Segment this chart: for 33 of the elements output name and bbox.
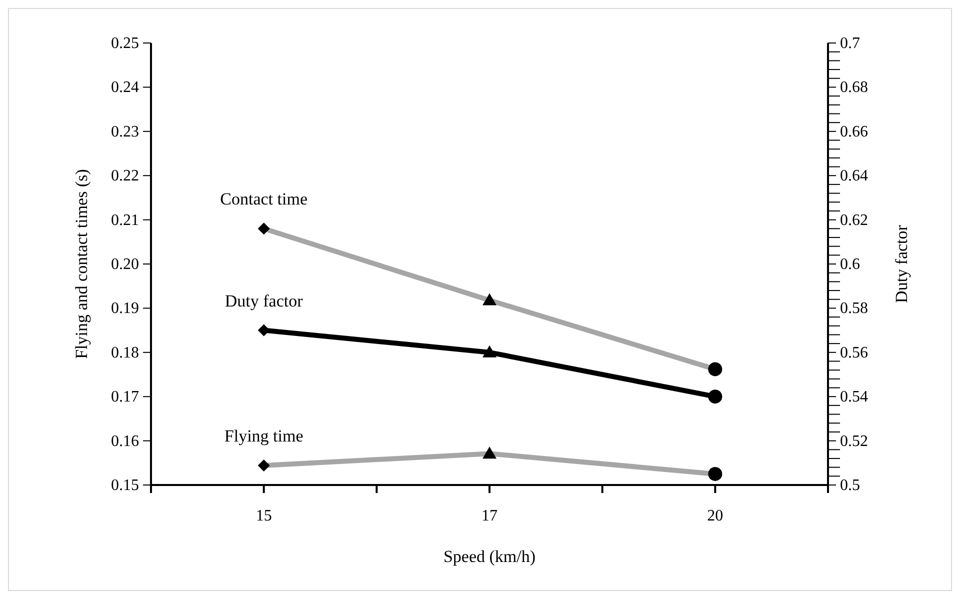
y-axis-title: Flying and contact times (s) (72, 169, 92, 359)
point (482, 345, 496, 358)
y-tick-label: 0.22 (111, 168, 139, 185)
y-tick-label: 0.20 (111, 256, 139, 273)
y-tick-label: 0.24 (111, 79, 139, 96)
x-tick-label: 15 (256, 507, 272, 524)
y2-tick-label: 0.66 (840, 123, 868, 140)
y2-axis-title: Duty factor (892, 224, 912, 303)
y-tick-label: 0.25 (111, 35, 139, 52)
y2-tick-label: 0.64 (840, 168, 868, 185)
y2-tick-label: 0.6 (840, 256, 860, 273)
y2-tick-label: 0.7 (840, 35, 860, 52)
x-tick-label: 20 (707, 507, 724, 524)
y-tick-label: 0.21 (111, 212, 139, 229)
y-tick-label: 0.23 (111, 123, 139, 140)
point (708, 390, 722, 404)
series-label: Duty factor (224, 291, 304, 310)
y2-tick-label: 0.62 (840, 212, 868, 229)
series-label: Flying time (224, 426, 304, 446)
y-tick-label: 0.19 (111, 300, 139, 318)
series-label: Contact time (220, 190, 308, 209)
y-tick-label: 0.15 (111, 477, 139, 494)
y2-tick-label: 0.52 (840, 432, 868, 450)
y2-tick-label: 0.54 (840, 388, 868, 406)
y2-tick-label: 0.68 (840, 79, 868, 96)
y2-tick-label: 0.58 (840, 300, 868, 318)
y-tick-label: 0.18 (111, 344, 139, 362)
x-axis-title: Speed (km/h) (443, 547, 536, 566)
x-tick-label: 17 (482, 507, 498, 524)
y-tick-label: 0.17 (111, 388, 139, 406)
y2-tick-label: 0.5 (840, 477, 860, 494)
y-tick-label: 0.16 (111, 432, 139, 450)
y2-tick-label: 0.56 (840, 344, 868, 362)
